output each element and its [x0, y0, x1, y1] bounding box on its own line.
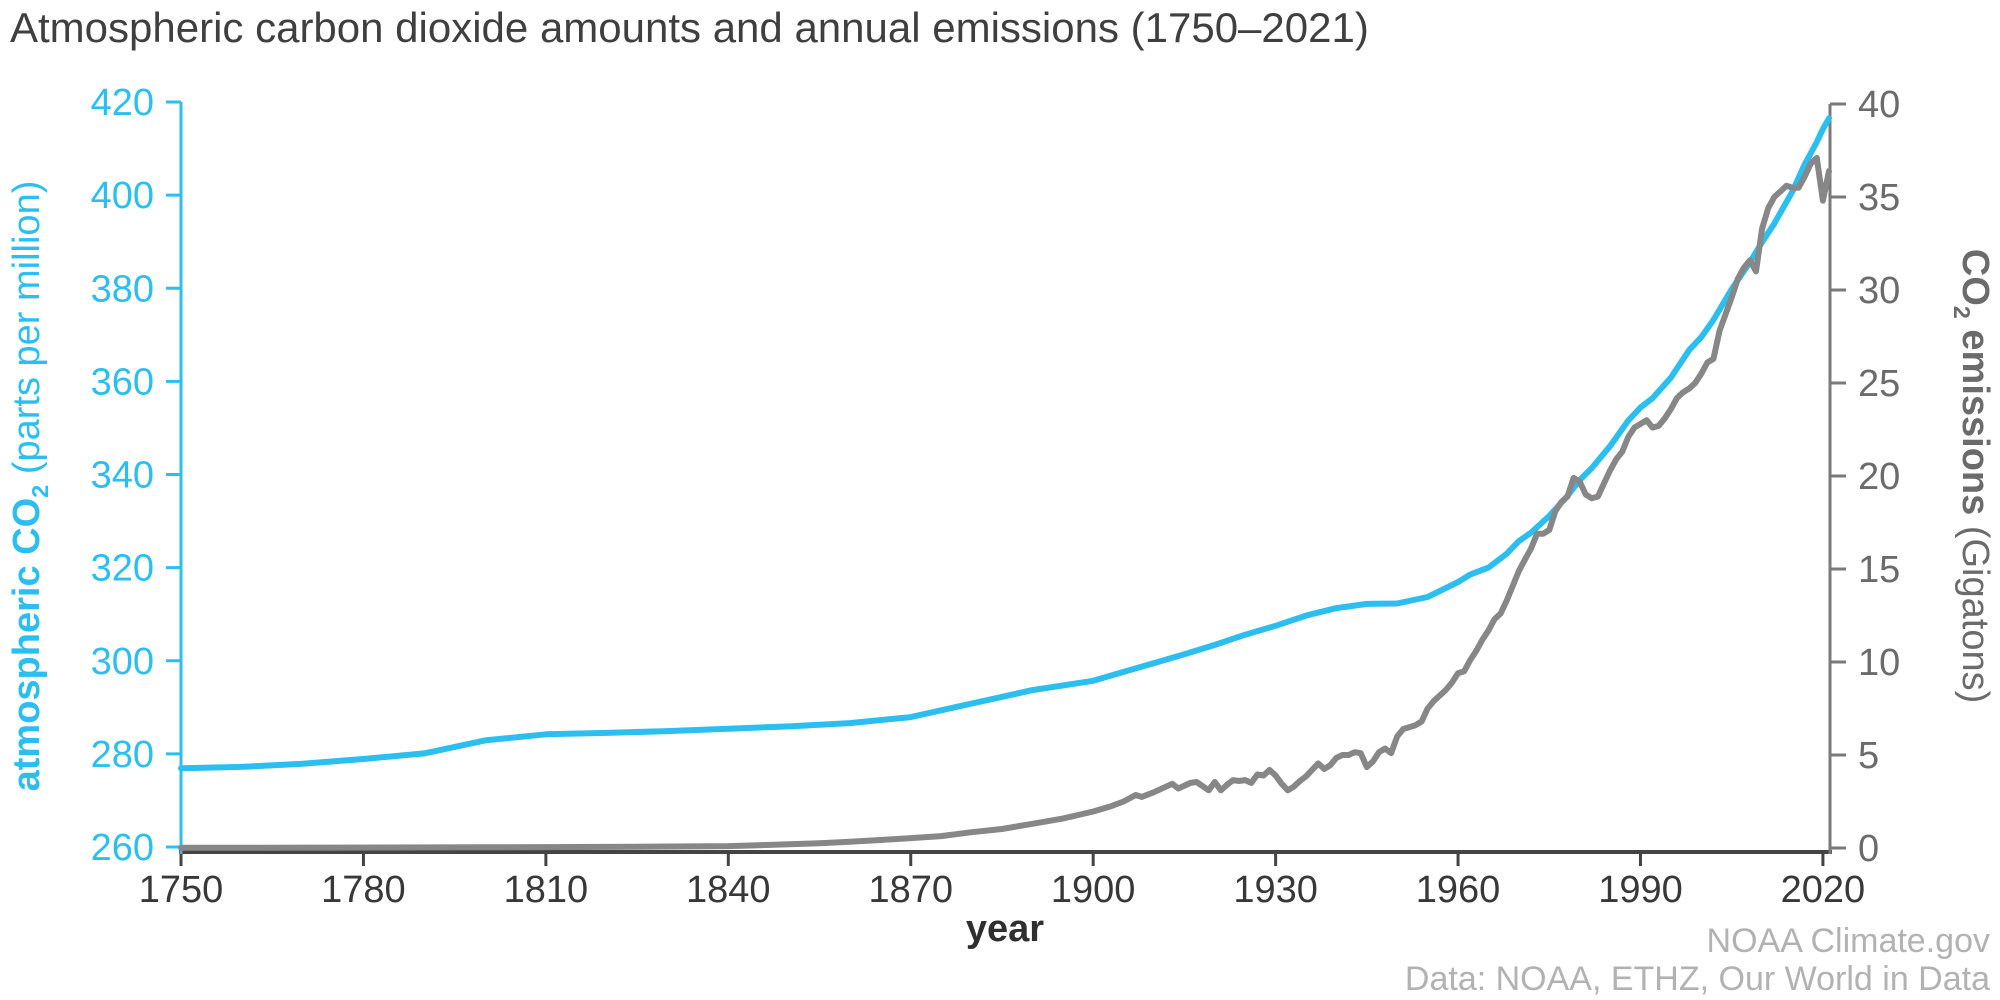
- left-axis-tick-label: 420: [91, 82, 154, 124]
- right-axis-tick-label: 25: [1858, 363, 1900, 405]
- series-atmospheric-co2-line: [178, 115, 1832, 772]
- right-axis-tick-label: 0: [1858, 828, 1879, 870]
- attribution: NOAA Climate.gov Data: NOAA, ETHZ, Our W…: [1405, 922, 1990, 998]
- right-axis-title-subscript: 2: [1949, 305, 1976, 319]
- left-axis-tick-label: 340: [91, 455, 154, 497]
- x-axis-tick-label: 1780: [321, 869, 406, 911]
- left-axis-title-subscript: 2: [26, 484, 53, 498]
- right-axis-tick-label: 35: [1858, 177, 1900, 219]
- x-axis-tick-label: 1750: [139, 869, 224, 911]
- x-axis-tick-label: 1870: [868, 869, 953, 911]
- x-axis-tick-label: 1810: [504, 869, 589, 911]
- left-axis-tick-label: 360: [91, 361, 154, 403]
- right-axis-title: CO2 emissions (Gigatons): [1948, 249, 1996, 704]
- right-axis-tick-label: 40: [1858, 84, 1900, 126]
- left-axis-tick-label: 380: [91, 268, 154, 310]
- left-axis-title-units: (parts per million): [6, 180, 49, 485]
- right-axis-tick-label: 15: [1858, 549, 1900, 591]
- left-axis-tick-label: 320: [91, 548, 154, 590]
- attribution-data-credit: Data: NOAA, ETHZ, Our World in Data: [1404, 959, 1990, 998]
- right-axis-title-units: (Gigatons): [1953, 515, 1996, 704]
- right-axis-tick-label: 20: [1858, 456, 1900, 498]
- x-axis-tick-label: 1900: [1051, 869, 1136, 911]
- left-axis-tick-label: 260: [91, 827, 154, 869]
- right-axis-tick-label: 5: [1858, 735, 1879, 777]
- left-axis-title: atmospheric CO2 (parts per million): [6, 181, 54, 792]
- right-axis-tick-label: 10: [1858, 642, 1900, 684]
- x-axis-tick-label: 1840: [686, 869, 771, 911]
- series-emissions-line: [178, 154, 1832, 851]
- left-axis-title-main: atmospheric CO: [6, 497, 49, 792]
- x-axis-tick-label: 1960: [1416, 869, 1501, 911]
- x-axis-tick-label: 2020: [1781, 869, 1866, 911]
- right-axis-tick-label: 30: [1858, 270, 1900, 312]
- left-axis-tick-label: 280: [91, 734, 154, 776]
- chart-title: Atmospheric carbon dioxide amounts and a…: [10, 4, 1369, 51]
- x-axis-tick-label: 1930: [1233, 869, 1318, 911]
- x-axis-title: year: [965, 908, 1045, 950]
- left-axis-tick-label: 300: [91, 641, 154, 683]
- x-axis-tick-label: 1990: [1598, 869, 1683, 911]
- right-axis-title-main-rest: emissions: [1953, 318, 1996, 516]
- left-axis-tick-label: 400: [91, 175, 154, 217]
- right-axis-title-main: CO: [1953, 248, 1996, 306]
- attribution-source: NOAA Climate.gov: [1706, 921, 1990, 960]
